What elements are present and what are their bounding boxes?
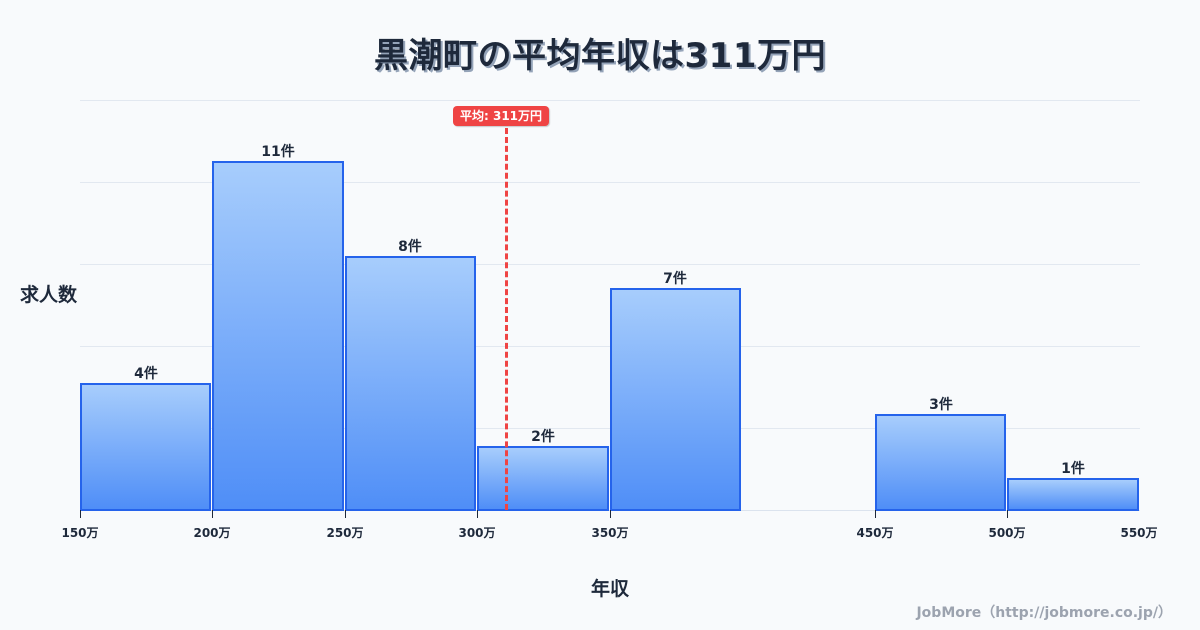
gridline bbox=[80, 100, 1140, 101]
bar-150-200 bbox=[80, 383, 211, 511]
x-tick-label: 250万 bbox=[326, 526, 364, 540]
x-tick-label: 500万 bbox=[988, 526, 1026, 540]
footer-credit: JobMore（http://jobmore.co.jp/） bbox=[916, 605, 1172, 621]
x-tick-label: 200万 bbox=[193, 526, 231, 540]
chart-title: 黒潮町の平均年収は311万円 bbox=[374, 36, 826, 76]
bar-200-250 bbox=[212, 161, 344, 511]
gridline bbox=[80, 182, 1140, 183]
x-tick bbox=[212, 510, 213, 518]
bar-350-400 bbox=[610, 288, 741, 511]
x-tick bbox=[477, 510, 478, 518]
bar-500-550 bbox=[1007, 478, 1139, 511]
average-line bbox=[505, 128, 508, 510]
x-tick bbox=[345, 510, 346, 518]
bar-value-label: 8件 bbox=[398, 239, 422, 255]
x-tick-label: 450万 bbox=[856, 526, 894, 540]
bar-value-label: 7件 bbox=[663, 271, 687, 287]
bar-250-300 bbox=[345, 256, 476, 511]
x-tick bbox=[875, 510, 876, 518]
bar-value-label: 11件 bbox=[261, 144, 295, 160]
x-tick-label: 300万 bbox=[458, 526, 496, 540]
bar-300-350 bbox=[477, 446, 609, 511]
x-tick-label: 350万 bbox=[591, 526, 629, 540]
x-tick-label: 150万 bbox=[61, 526, 99, 540]
x-tick bbox=[610, 510, 611, 518]
bar-value-label: 3件 bbox=[929, 397, 953, 413]
x-axis-label: 年収 bbox=[590, 578, 629, 600]
average-badge: 平均: 311万円 bbox=[453, 106, 550, 126]
x-tick bbox=[1007, 510, 1008, 518]
x-tick bbox=[80, 510, 81, 518]
gridline bbox=[80, 264, 1140, 265]
y-axis-label: 求人数 bbox=[20, 284, 78, 306]
bar-450-500 bbox=[875, 414, 1006, 511]
bar-value-label: 1件 bbox=[1061, 461, 1085, 477]
bar-value-label: 4件 bbox=[134, 366, 158, 382]
x-tick-label: 550万 bbox=[1120, 526, 1158, 540]
bar-value-label: 2件 bbox=[531, 429, 555, 445]
